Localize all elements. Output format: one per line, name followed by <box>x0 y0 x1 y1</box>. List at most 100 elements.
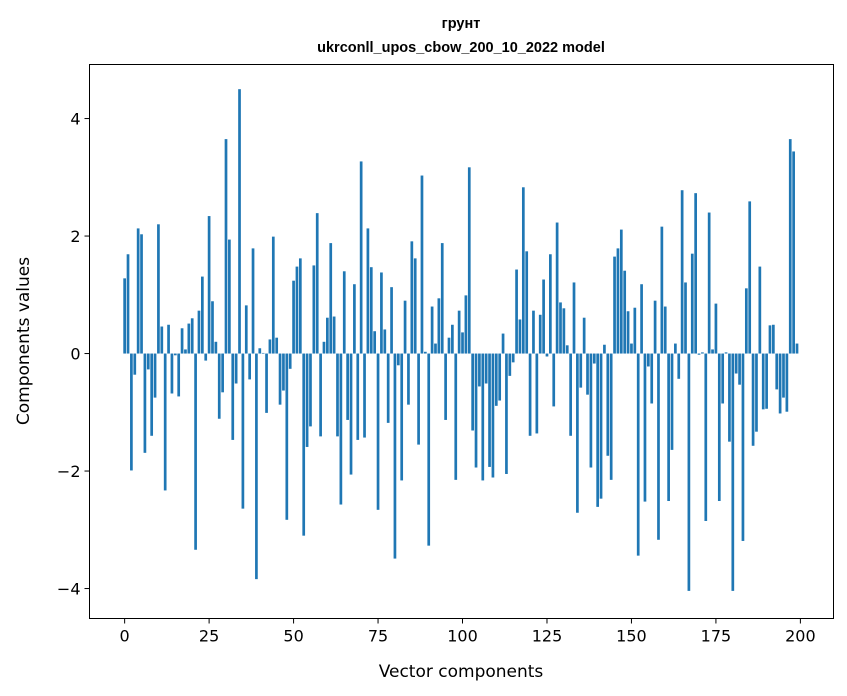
bar-173 <box>707 212 711 354</box>
bar-61 <box>329 243 333 354</box>
x-tick-label: 0 <box>120 627 130 646</box>
x-tick-label: 100 <box>447 627 478 646</box>
bar-119 <box>525 251 529 354</box>
bar-139 <box>592 353 596 364</box>
bar-191 <box>768 325 772 354</box>
bar-40 <box>258 348 262 354</box>
bar-126 <box>549 254 552 354</box>
bar-184 <box>744 288 748 354</box>
bar-80 <box>393 353 397 559</box>
bar-18 <box>184 349 187 354</box>
bar-11 <box>160 326 164 354</box>
chart-title: грунт <box>442 16 481 32</box>
bar-177 <box>721 353 725 404</box>
bar-81 <box>396 353 400 366</box>
bar-23 <box>200 276 204 354</box>
y-tick-label: 2 <box>70 227 80 246</box>
bar-156 <box>650 353 654 404</box>
bar-62 <box>332 316 336 354</box>
bar-121 <box>532 310 535 354</box>
bar-125 <box>545 353 549 357</box>
bar-118 <box>521 187 525 354</box>
y-axis-label: Components values <box>14 257 34 425</box>
bar-199 <box>795 343 799 354</box>
bar-73 <box>369 267 373 354</box>
bar-113 <box>505 353 508 474</box>
bar-20 <box>190 318 194 354</box>
bar-176 <box>717 353 721 502</box>
bar-75 <box>376 353 380 510</box>
bar-154 <box>643 353 647 502</box>
bar-15 <box>173 353 177 356</box>
bar-198 <box>792 151 795 354</box>
bar-26 <box>211 301 214 354</box>
bar-99 <box>457 310 461 354</box>
bar-115 <box>511 353 515 363</box>
bar-49 <box>288 353 292 369</box>
y-tick-label: 0 <box>70 345 80 364</box>
bar-137 <box>586 353 589 395</box>
bar-58 <box>319 353 322 437</box>
bar-14 <box>170 353 174 394</box>
bar-71 <box>363 353 366 438</box>
plot-frame <box>89 64 834 619</box>
bar-53 <box>302 353 306 536</box>
bar-30 <box>224 139 228 354</box>
bar-38 <box>251 248 255 354</box>
bar-17 <box>180 328 184 354</box>
bar-188 <box>758 266 762 354</box>
bar-117 <box>518 319 522 354</box>
bar-185 <box>748 201 752 354</box>
bar-79 <box>390 287 393 354</box>
bar-27 <box>214 341 218 354</box>
bar-168 <box>690 253 694 354</box>
bar-179 <box>728 353 731 442</box>
bar-45 <box>275 337 279 354</box>
x-tick-label: 200 <box>785 627 816 646</box>
bar-43 <box>268 339 272 354</box>
bar-105 <box>478 353 481 387</box>
bar-124 <box>542 279 545 354</box>
y-axis: −4 −2 0 2 4 <box>57 110 90 599</box>
bar-162 <box>670 353 674 450</box>
bar-111 <box>498 353 502 401</box>
bar-68 <box>353 284 356 354</box>
bar-70 <box>359 161 363 354</box>
bar-92 <box>434 343 437 354</box>
bar-47 <box>282 353 285 391</box>
x-axis: 0 25 50 75 100 125 150 175 200 <box>120 618 816 646</box>
bar-122 <box>535 353 539 434</box>
bar-114 <box>508 353 512 376</box>
bar-171 <box>701 352 704 354</box>
bar-35 <box>241 353 245 509</box>
bar-76 <box>380 272 383 354</box>
bar-44 <box>271 236 275 354</box>
bar-100 <box>461 332 464 354</box>
bar-102 <box>467 167 471 354</box>
bar-181 <box>734 353 738 374</box>
bar-160 <box>663 306 667 354</box>
bar-67 <box>349 353 353 475</box>
bar-6 <box>143 353 147 453</box>
bar-147 <box>619 229 623 354</box>
bar-183 <box>741 353 745 541</box>
bar-180 <box>731 353 735 591</box>
bar-130 <box>562 308 566 354</box>
bar-108 <box>488 353 491 467</box>
bar-109 <box>491 353 495 478</box>
bar-170 <box>697 353 701 355</box>
bar-110 <box>494 353 498 406</box>
bar-158 <box>657 353 660 540</box>
bar-69 <box>356 353 360 440</box>
bar-150 <box>630 343 633 354</box>
bar-133 <box>572 282 576 354</box>
bar-42 <box>265 353 268 413</box>
bar-36 <box>244 305 248 354</box>
bar-48 <box>285 353 289 520</box>
bar-142 <box>603 344 606 354</box>
bar-59 <box>322 341 326 354</box>
bar-37 <box>248 353 252 380</box>
bar-186 <box>751 353 755 446</box>
bar-161 <box>667 353 670 502</box>
bar-112 <box>501 333 505 354</box>
